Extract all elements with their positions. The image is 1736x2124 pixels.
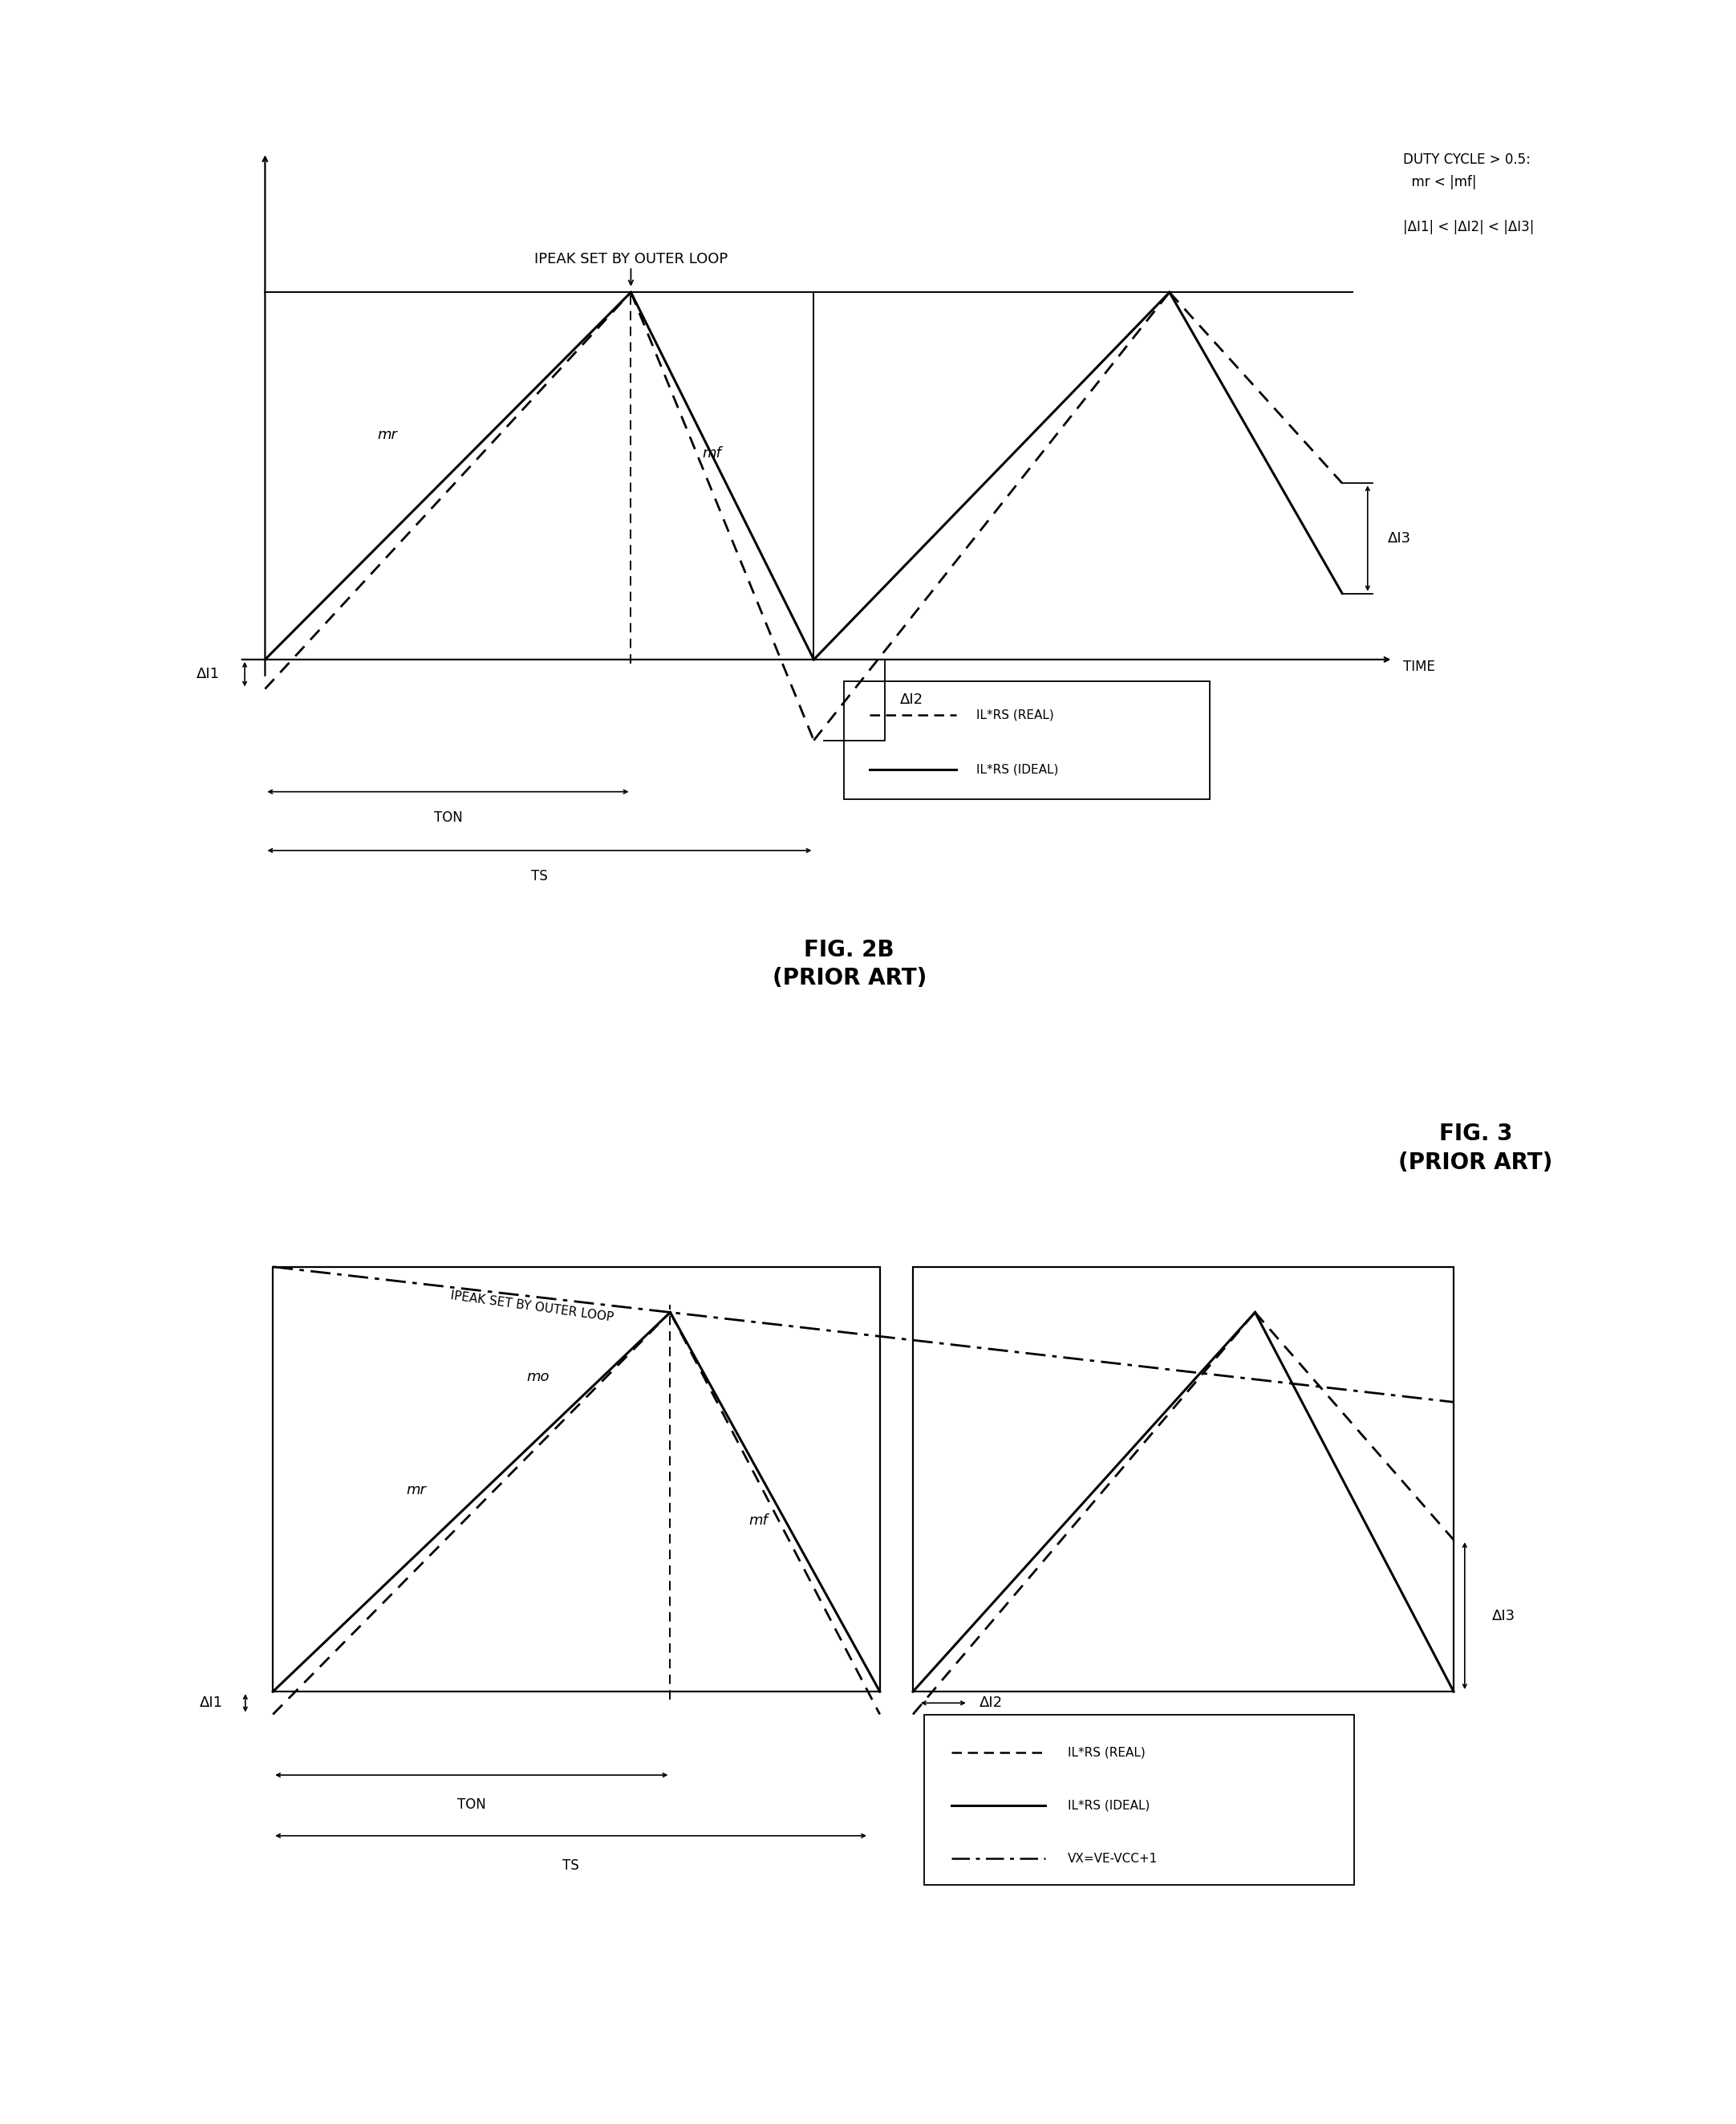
Text: TIME: TIME [1403,661,1436,673]
Bar [273,1266,880,1691]
Text: IL*RS (REAL): IL*RS (REAL) [976,709,1054,720]
Text: ΔI1: ΔI1 [196,667,219,682]
Text: ΔI3: ΔI3 [1389,531,1411,546]
Text: IL*RS (REAL): IL*RS (REAL) [1068,1746,1146,1759]
Text: VX=VE-VCC+1: VX=VE-VCC+1 [1068,1852,1158,1865]
Bar [844,682,1210,799]
Text: TON: TON [457,1797,486,1812]
Bar [924,1714,1354,1886]
Text: ΔI2: ΔI2 [901,692,924,707]
Text: IL*RS (IDEAL): IL*RS (IDEAL) [976,765,1059,775]
Text: mr: mr [406,1483,427,1497]
Text: FIG. 2B
(PRIOR ART): FIG. 2B (PRIOR ART) [773,939,927,990]
Text: mr: mr [377,427,398,442]
Text: IL*RS (IDEAL): IL*RS (IDEAL) [1068,1799,1149,1812]
Text: mo: mo [526,1370,549,1385]
Text: ΔI3: ΔI3 [1493,1608,1516,1623]
Text: TS: TS [531,869,549,884]
Text: IPEAK SET BY OUTER LOOP: IPEAK SET BY OUTER LOOP [450,1289,615,1323]
Text: IPEAK SET BY OUTER LOOP: IPEAK SET BY OUTER LOOP [535,253,727,268]
Text: TS: TS [562,1858,580,1873]
Text: ΔI1: ΔI1 [200,1695,224,1710]
Bar [913,1266,1453,1691]
Text: mf: mf [703,446,722,461]
Text: ΔI2: ΔI2 [979,1695,1002,1710]
Text: mf: mf [748,1514,767,1527]
Text: DUTY CYCLE > 0.5:
  mr < |mf|

|ΔI1| < |ΔI2| < |ΔI3|: DUTY CYCLE > 0.5: mr < |mf| |ΔI1| < |ΔI2… [1403,153,1535,234]
Text: TON: TON [434,809,462,824]
Text: FIG. 3
(PRIOR ART): FIG. 3 (PRIOR ART) [1399,1124,1554,1175]
